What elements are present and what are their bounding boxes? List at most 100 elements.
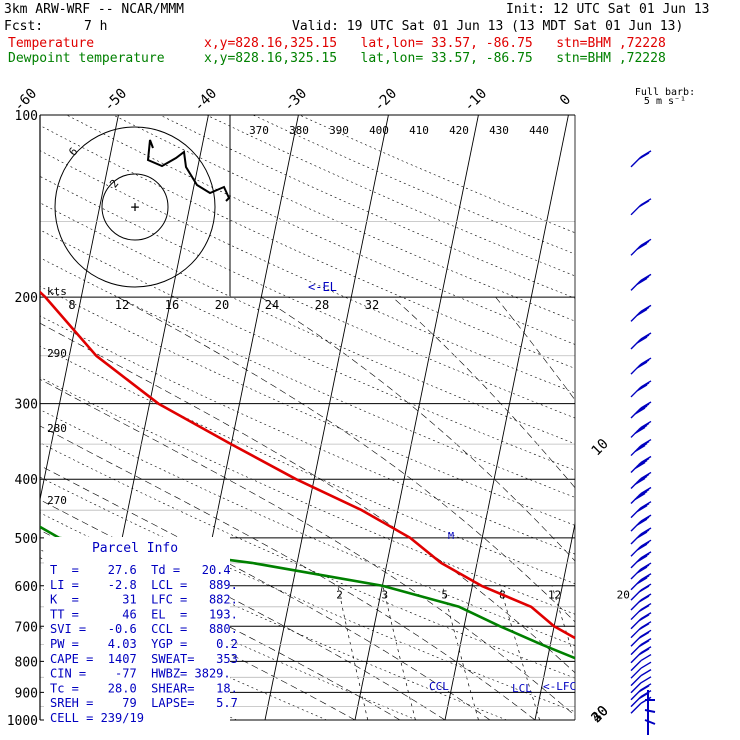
isotherm-label: -10 bbox=[461, 86, 490, 115]
wind-barb-flag bbox=[634, 461, 646, 470]
dry-adiabat-line bbox=[252, 115, 575, 255]
moist-adiabat-line bbox=[260, 296, 575, 562]
parcel-info-box: Parcel Info T = 27.6 Td = 20.4LI = -2.8 L… bbox=[44, 537, 238, 727]
parcel-info-row: CIN = -77 HWBZ= 3829. bbox=[50, 667, 231, 681]
mixing-ratio-line bbox=[337, 585, 369, 720]
parcel-info-row: T = 27.6 Td = 20.4 bbox=[50, 563, 231, 577]
hodograph-ring-label: 2 bbox=[107, 177, 121, 190]
surface-barb-cluster bbox=[644, 690, 656, 735]
wind-barb-flag bbox=[636, 242, 648, 250]
theta-label: 420 bbox=[449, 124, 469, 137]
hodograph-speed-label: 24 bbox=[265, 298, 279, 312]
wind-barb-flag bbox=[638, 604, 650, 613]
temperature-location: x,y=828.16,325.15 lat,lon= 33.57, -86.75… bbox=[204, 36, 666, 51]
temperature-legend: Temperature bbox=[8, 36, 95, 51]
wind-barb-flag bbox=[640, 661, 652, 669]
hodograph-kts-label: kts bbox=[47, 285, 67, 298]
pressure-label: 700 bbox=[15, 620, 38, 635]
isotherm-label: 10 bbox=[589, 436, 612, 459]
wind-barb-staff bbox=[630, 675, 642, 687]
isotherm-label: -20 bbox=[371, 86, 400, 115]
pressure-label: 900 bbox=[15, 686, 38, 701]
wind-barb-staff bbox=[630, 667, 642, 679]
wind-barb bbox=[630, 676, 652, 694]
wind-barb-flag bbox=[636, 518, 648, 526]
wind-barb bbox=[630, 380, 652, 398]
wind-barb-flag bbox=[638, 648, 650, 656]
parcel-marker-m: M bbox=[448, 531, 454, 542]
wind-barb-flag bbox=[636, 505, 648, 513]
wind-barb bbox=[630, 612, 652, 630]
wind-barb bbox=[630, 661, 652, 679]
mixing-ratio-label: 2 bbox=[336, 588, 343, 601]
wind-barb-flag bbox=[636, 566, 648, 574]
pressure-label: 500 bbox=[15, 532, 38, 547]
wind-barb-flag bbox=[634, 492, 646, 501]
pressure-label: 400 bbox=[15, 473, 38, 488]
wind-barb bbox=[630, 150, 652, 168]
theta-side-label: 290 bbox=[47, 347, 67, 360]
parcel-info-row: PW = 4.03 YGP = 0.2 bbox=[50, 637, 238, 651]
isotherm-label: -30 bbox=[281, 86, 310, 115]
wind-barb-flag bbox=[636, 361, 648, 369]
moist-adiabat-line bbox=[40, 425, 536, 720]
wind-barb-flag bbox=[638, 640, 650, 648]
theta-label: 410 bbox=[409, 124, 429, 137]
wind-barbs bbox=[630, 150, 656, 735]
parcel-box-background bbox=[44, 537, 230, 727]
wind-barb bbox=[630, 527, 652, 545]
pressure-label: 100 bbox=[15, 109, 38, 124]
wind-barb-flag bbox=[636, 543, 648, 551]
hodograph-speed-label: 28 bbox=[315, 298, 329, 312]
sounding-header: 3km ARW-WRF -- NCAR/MMM Init: 12 UTC Sat… bbox=[0, 0, 740, 70]
theta-side-label: 270 bbox=[47, 494, 67, 507]
pressure-axis-labels: 100 200 300 400 500 600 700 800 900 1000 bbox=[7, 109, 38, 729]
barb-legend-title: Full barb: bbox=[635, 87, 695, 98]
theta-label: 390 bbox=[329, 124, 349, 137]
hodograph-speed-label: 12 bbox=[115, 298, 129, 312]
forecast-label: Fcst: bbox=[4, 19, 44, 34]
dewpoint-location: x,y=828.16,325.15 lat,lon= 33.57, -86.75… bbox=[204, 51, 666, 66]
wind-barb bbox=[630, 501, 652, 519]
parcel-level-markers: <-EL M CCL LCL <-LFC bbox=[308, 280, 576, 695]
isotherm-line bbox=[625, 115, 740, 720]
wind-barb-flag bbox=[638, 595, 650, 603]
mixing-ratio-label: 12 bbox=[548, 588, 561, 601]
wind-barb-flag bbox=[638, 614, 650, 622]
wind-barb-flag bbox=[634, 407, 646, 415]
wind-barb-flag bbox=[638, 623, 650, 631]
wind-barb bbox=[630, 420, 652, 438]
wind-barb bbox=[630, 471, 652, 489]
hodograph-ring-label: 6 bbox=[66, 145, 80, 158]
pressure-label: 200 bbox=[15, 291, 38, 306]
hodograph-speed-label: 8 bbox=[68, 298, 75, 312]
parcel-info-row: CELL = 239/19 bbox=[50, 711, 144, 725]
pressure-label: 600 bbox=[15, 580, 38, 595]
parcel-info-row: SREH = 79 LAPSE= 5.7 bbox=[50, 696, 238, 710]
parcel-info-row: LI = -2.8 LCL = 889. bbox=[50, 578, 238, 592]
hodograph-center-icon: + bbox=[130, 198, 139, 216]
barb-legend: Full barb:5 m s⁻¹ bbox=[635, 87, 695, 107]
wind-barb-staff bbox=[630, 660, 642, 672]
wind-barb bbox=[630, 486, 652, 504]
wind-barb bbox=[630, 273, 652, 291]
dry-adiabat-line bbox=[299, 115, 575, 234]
model-title: 3km ARW-WRF -- NCAR/MMM bbox=[4, 2, 185, 17]
theta-label: 430 bbox=[489, 124, 509, 137]
parcel-marker-ccl: CCL bbox=[429, 680, 449, 693]
parcel-marker-el: <-EL bbox=[308, 280, 337, 294]
dry-adiabat-line bbox=[159, 115, 575, 299]
sounding-profiles bbox=[40, 290, 575, 660]
wind-barb bbox=[630, 573, 652, 591]
theta-labels: 370 380 390 400 410 420 430 440 290 280 270 bbox=[47, 124, 549, 507]
wind-barb-staff bbox=[630, 702, 642, 714]
valid-time: Valid: 19 UTC Sat 01 Jun 13 (13 MDT Sat … bbox=[292, 19, 684, 34]
parcel-marker-lfc: <-LFC bbox=[543, 680, 576, 693]
hodograph-speed-label: 32 bbox=[365, 298, 379, 312]
isotherm-line bbox=[264, 115, 389, 720]
temperature-profile-line bbox=[40, 290, 575, 640]
wind-barb bbox=[630, 602, 652, 621]
hodograph-ring bbox=[101, 173, 169, 241]
